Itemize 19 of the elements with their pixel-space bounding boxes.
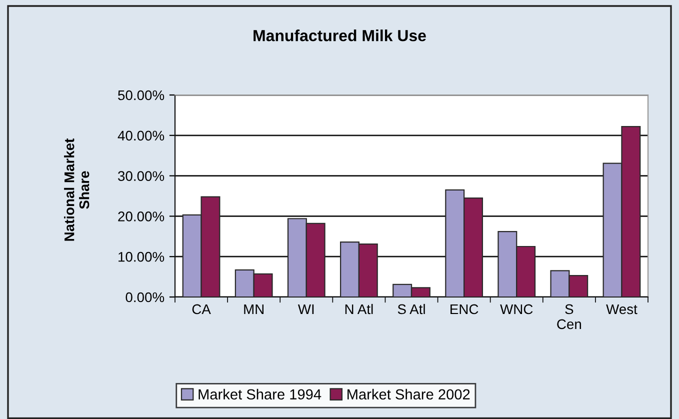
x-tick-label: WNC bbox=[500, 304, 533, 314]
y-tick-label: 30.00% bbox=[118, 171, 164, 181]
y-axis-title: National Market Share bbox=[64, 138, 90, 241]
y-tick-label: 0.00% bbox=[126, 292, 164, 302]
x-tick-label: MN bbox=[244, 304, 264, 314]
y-tick-label: 50.00% bbox=[118, 90, 164, 100]
x-tick-label: N Atl bbox=[345, 304, 373, 314]
x-tick-label: WI bbox=[298, 304, 314, 314]
y-tick-label: 20.00% bbox=[118, 212, 164, 222]
chart-title: Manufactured Milk Use bbox=[254, 30, 426, 42]
y-tick-label: 10.00% bbox=[118, 252, 164, 262]
legend-label: Market Share 2002 bbox=[348, 388, 470, 400]
x-tick-label: ENC bbox=[450, 304, 478, 314]
x-tick-label: West bbox=[606, 304, 638, 314]
x-tick-label: S Atl bbox=[398, 304, 425, 314]
x-tick-label: CA bbox=[192, 304, 211, 314]
y-tick-label: 40.00% bbox=[118, 130, 164, 141]
legend-label: Market Share 1994 bbox=[198, 388, 322, 400]
x-tick-label: S Cen bbox=[557, 304, 582, 330]
